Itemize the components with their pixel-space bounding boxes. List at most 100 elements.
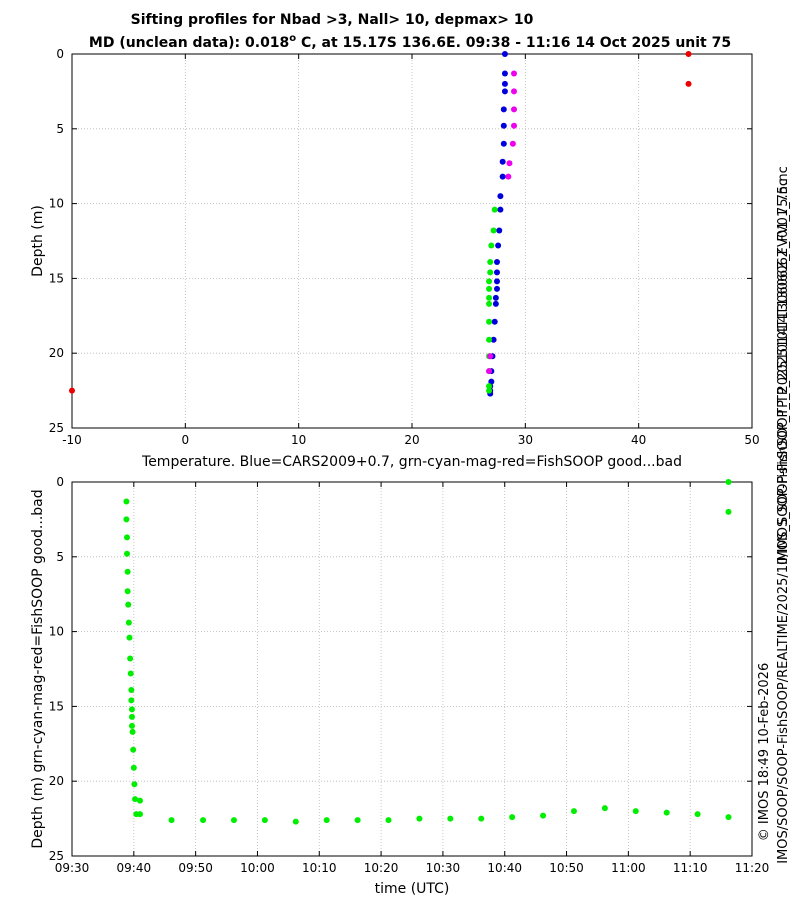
- p2-point-fishsoop-good: [132, 796, 139, 803]
- plot2-points: [123, 479, 732, 825]
- p1-point-fishsoop-good: [487, 258, 494, 265]
- p2-point-fishsoop-good: [124, 534, 131, 541]
- p2-ytick-label: 20: [49, 774, 64, 788]
- p2-point-fishsoop-good: [127, 655, 134, 662]
- p1-point-fishsoop-good: [486, 294, 493, 301]
- p2-point-fishsoop-good: [128, 722, 135, 729]
- p1-ytick-label: 0: [56, 47, 64, 61]
- p1-point-cars2009-0-7: [501, 88, 508, 95]
- p2-point-fishsoop-good: [632, 808, 639, 815]
- plot1-points: [69, 51, 692, 397]
- p2-point-fishsoop-good: [694, 811, 701, 818]
- p2-point-fishsoop-good: [131, 781, 138, 788]
- p1-point-cars2009-0-7: [492, 294, 499, 301]
- p1-point-fishsoop-mid: [505, 173, 512, 180]
- p2-point-fishsoop-good: [128, 713, 135, 720]
- p2-point-fishsoop-good: [292, 818, 299, 825]
- p2-xtick-label: 11:00: [611, 861, 646, 875]
- p1-point-cars2009-0-7: [497, 206, 504, 213]
- p2-point-fishsoop-good: [570, 808, 577, 815]
- p1-xtick-label: 20: [404, 433, 419, 447]
- p1-point-cars2009-0-7: [501, 70, 508, 77]
- p2-point-fishsoop-good: [137, 811, 143, 818]
- p1-point-fishsoop-good: [486, 285, 493, 292]
- p2-ytick-label: 25: [49, 849, 64, 863]
- title-line2-suffix: C, at 15.17S 136.6E. 09:38 - 11:16 14 Oc…: [296, 35, 731, 51]
- chart-title-line2: MD (unclean data): 0.018o C, at 15.17S 1…: [89, 33, 731, 51]
- plot1-ylabel: Depth (m): [30, 205, 46, 277]
- p1-point-cars2009-0-7: [500, 140, 507, 147]
- degree-superscript: o: [289, 33, 296, 44]
- p2-ytick-label: 10: [49, 625, 64, 639]
- p2-point-fishsoop-good: [725, 508, 732, 515]
- p1-ytick-label: 25: [49, 421, 64, 435]
- p2-point-fishsoop-good: [323, 817, 330, 824]
- p2-point-fishsoop-good: [509, 814, 516, 821]
- p1-point-fishsoop-bad: [69, 387, 75, 394]
- p1-point-cars2009-0-7: [488, 378, 495, 385]
- time-depth-plot: 09:30 09:40 09:50 10:00 10:10 10:20 10:30 10:40…: [30, 475, 769, 897]
- p1-point-fishsoop-good: [486, 300, 493, 307]
- p2-point-fishsoop-good: [128, 706, 135, 713]
- p2-xtick-label: 10:10: [302, 861, 337, 875]
- p1-point-fishsoop-good: [486, 278, 493, 285]
- p2-ytick-label: 5: [56, 550, 64, 564]
- p1-point-fishsoop-good: [486, 336, 493, 343]
- p2-ytick-label: 15: [49, 699, 64, 713]
- chart-title-line1: Sifting profiles for Nbad >3, Nall> 10, …: [131, 12, 534, 28]
- p1-point-cars2009-0-7: [495, 242, 502, 249]
- plot2-ticks: 09:30 09:40 09:50 10:00 10:10 10:20 10:30 10:40…: [49, 475, 770, 875]
- p2-point-fishsoop-good: [478, 815, 485, 822]
- p2-point-fishsoop-good: [725, 479, 732, 485]
- p1-point-cars2009-0-7: [501, 51, 508, 57]
- p2-point-fishsoop-good: [127, 670, 134, 677]
- plot1-grid: [72, 54, 752, 428]
- plot2-ylabel: Depth (m) grn-cyan-mag-red=FishSOOP good…: [30, 489, 46, 848]
- p1-point-cars2009-0-7: [499, 158, 506, 165]
- p1-ytick-label: 15: [49, 271, 64, 285]
- p1-xtick-label: 50: [744, 433, 759, 447]
- p1-point-fishsoop-good: [490, 227, 497, 234]
- p1-point-fishsoop-good: [487, 269, 494, 276]
- plot1-ticks: -10 0 10 20 30 40 50 0 5 10 15 20 25: [49, 47, 760, 447]
- p1-point-fishsoop-good: [488, 242, 495, 249]
- p2-point-fishsoop-good: [128, 686, 135, 693]
- p1-point-fishsoop-mid: [511, 106, 517, 113]
- p2-point-fishsoop-good: [168, 817, 175, 824]
- plot2-grid: [72, 482, 752, 856]
- plot2-xlabel: time (UTC): [375, 881, 450, 897]
- p2-point-fishsoop-good: [230, 817, 237, 824]
- p1-point-fishsoop-bad: [685, 80, 692, 87]
- p2-point-fishsoop-good: [540, 812, 547, 819]
- side-filename: IMOS_SOOP-FishSOOP_TP_20251014T130606Z_F…: [776, 179, 791, 565]
- p2-point-fishsoop-good: [128, 697, 135, 704]
- p2-point-fishsoop-good: [126, 634, 133, 641]
- p2-point-fishsoop-good: [130, 764, 137, 771]
- p2-xtick-label: 10:30: [426, 861, 461, 875]
- temperature-depth-plot: -10 0 10 20 30 40 50 0 5 10 15 20 25 Temperature. Bl…: [30, 47, 760, 470]
- p2-xtick-label: 10:20: [364, 861, 399, 875]
- p1-point-fishsoop-good: [486, 318, 493, 325]
- p2-point-fishsoop-good: [447, 815, 454, 822]
- p1-point-fishsoop-mid: [511, 70, 517, 77]
- p1-xtick-label: 10: [291, 433, 306, 447]
- p2-xtick-label: 10:50: [549, 861, 584, 875]
- p1-point-cars2009-0-7: [494, 258, 500, 265]
- p1-point-cars2009-0-7: [496, 227, 503, 234]
- p2-point-fishsoop-good: [124, 588, 131, 595]
- p2-point-fishsoop-good: [601, 805, 608, 812]
- p2-xtick-label: 11:10: [673, 861, 708, 875]
- p2-xtick-label: 10:00: [240, 861, 275, 875]
- title-line2-prefix: MD (unclean data): 0.018: [89, 35, 289, 51]
- p2-xtick-label: 11:20: [735, 861, 770, 875]
- p1-xtick-label: 40: [631, 433, 646, 447]
- p2-point-fishsoop-good: [725, 814, 732, 821]
- p2-point-fishsoop-good: [137, 797, 143, 804]
- p1-point-fishsoop-good: [486, 383, 493, 390]
- p2-point-fishsoop-good: [261, 817, 268, 824]
- p2-point-fishsoop-good: [354, 817, 361, 824]
- p1-point-cars2009-0-7: [491, 318, 498, 325]
- p1-point-fishsoop-mid: [487, 353, 494, 360]
- side-copyright: © IMOS 18:49 10-Feb-2026: [757, 663, 772, 841]
